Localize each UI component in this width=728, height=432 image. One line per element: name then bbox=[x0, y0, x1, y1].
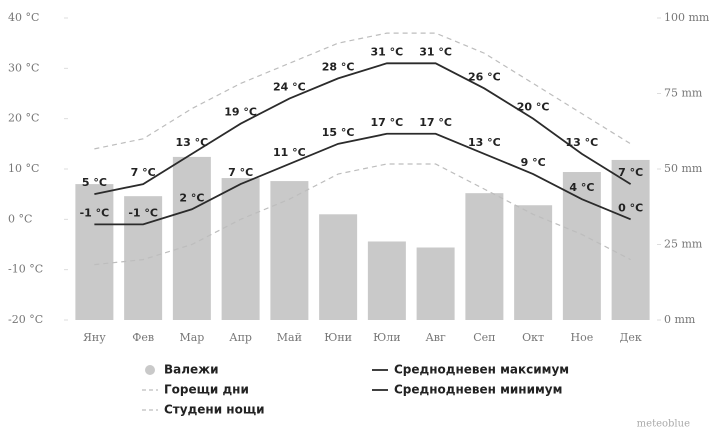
value-label: 7 °C bbox=[618, 166, 643, 179]
y-tick-label: -20 °C bbox=[8, 313, 43, 326]
value-label: 5 °C bbox=[82, 176, 107, 189]
x-tick-label: Сеп bbox=[473, 331, 495, 344]
y2-tick-label: 100 mm bbox=[664, 11, 710, 24]
y-tick-label: 30 °C bbox=[8, 61, 39, 74]
value-label: 4 °C bbox=[569, 181, 594, 194]
value-label: 13 °C bbox=[468, 136, 501, 149]
y-tick-label: -10 °C bbox=[8, 263, 43, 276]
legend-label: Валежи bbox=[164, 363, 219, 377]
x-tick-label: Юни bbox=[324, 331, 352, 344]
precip-bar bbox=[75, 184, 114, 320]
value-label: -1 °C bbox=[128, 206, 158, 219]
precip-bar bbox=[562, 172, 601, 320]
value-label: 19 °C bbox=[224, 106, 257, 119]
x-tick-label: Юли bbox=[373, 331, 400, 344]
precip-bar bbox=[465, 193, 504, 320]
precip-bar bbox=[172, 156, 211, 320]
value-label: 13 °C bbox=[176, 136, 209, 149]
x-tick-label: Ное bbox=[571, 331, 594, 344]
y-tick-label: 20 °C bbox=[8, 112, 39, 125]
value-label: 28 °C bbox=[322, 60, 355, 73]
value-label: 2 °C bbox=[179, 191, 204, 204]
x-tick-label: Апр bbox=[229, 331, 252, 344]
value-label: 13 °C bbox=[566, 136, 599, 149]
temp-line bbox=[94, 62, 632, 196]
value-label: 17 °C bbox=[419, 116, 452, 129]
value-label: 11 °C bbox=[273, 146, 306, 159]
brand: meteoblue bbox=[637, 419, 690, 430]
legend-label: Студени нощи bbox=[164, 403, 265, 417]
x-tick-label: Фев bbox=[132, 331, 154, 344]
y2-tick-label: 25 mm bbox=[664, 238, 703, 251]
x-tick-label: Авг bbox=[425, 331, 446, 344]
precip-bar bbox=[319, 214, 358, 320]
x-tick-label: Дек bbox=[619, 331, 641, 344]
legend-label: Среднодневен максимум bbox=[394, 363, 569, 377]
precip-bar bbox=[270, 181, 309, 320]
value-label: 7 °C bbox=[228, 166, 253, 179]
y-tick-label: 0 °C bbox=[8, 212, 32, 225]
precip-bar bbox=[124, 196, 163, 320]
temp-line bbox=[94, 32, 631, 150]
y2-tick-label: 75 mm bbox=[664, 87, 703, 100]
value-label: 31 °C bbox=[419, 45, 452, 58]
legend-label: Среднодневен минимум bbox=[394, 383, 562, 397]
legend-marker bbox=[145, 365, 155, 375]
y-tick-label: 40 °C bbox=[8, 11, 39, 24]
temp-line bbox=[94, 163, 631, 266]
value-label: -1 °C bbox=[80, 206, 110, 219]
y2-tick-label: 50 mm bbox=[664, 162, 703, 175]
value-label: 15 °C bbox=[322, 126, 355, 139]
value-label: 17 °C bbox=[371, 116, 404, 129]
x-tick-label: Мар bbox=[179, 331, 204, 344]
precip-bar bbox=[416, 247, 455, 320]
value-label: 31 °C bbox=[371, 45, 404, 58]
value-label: 26 °C bbox=[468, 70, 501, 83]
value-label: 9 °C bbox=[521, 156, 546, 169]
y2-tick-label: 0 mm bbox=[664, 313, 696, 326]
temp-line bbox=[94, 132, 631, 226]
precip-bar bbox=[367, 241, 406, 320]
y-tick-label: 10 °C bbox=[8, 162, 39, 175]
precip-bar bbox=[514, 205, 553, 320]
value-label: 24 °C bbox=[273, 81, 306, 94]
precip-bar bbox=[611, 159, 650, 320]
precip-bar bbox=[221, 178, 260, 320]
value-label: 7 °C bbox=[131, 166, 156, 179]
x-tick-label: Яну bbox=[83, 331, 106, 344]
legend-label: Горещи дни bbox=[164, 383, 249, 397]
value-label: 20 °C bbox=[517, 101, 550, 114]
x-tick-label: Май bbox=[277, 331, 302, 344]
x-tick-label: Окт bbox=[522, 331, 544, 344]
value-label: 0 °C bbox=[618, 201, 643, 214]
